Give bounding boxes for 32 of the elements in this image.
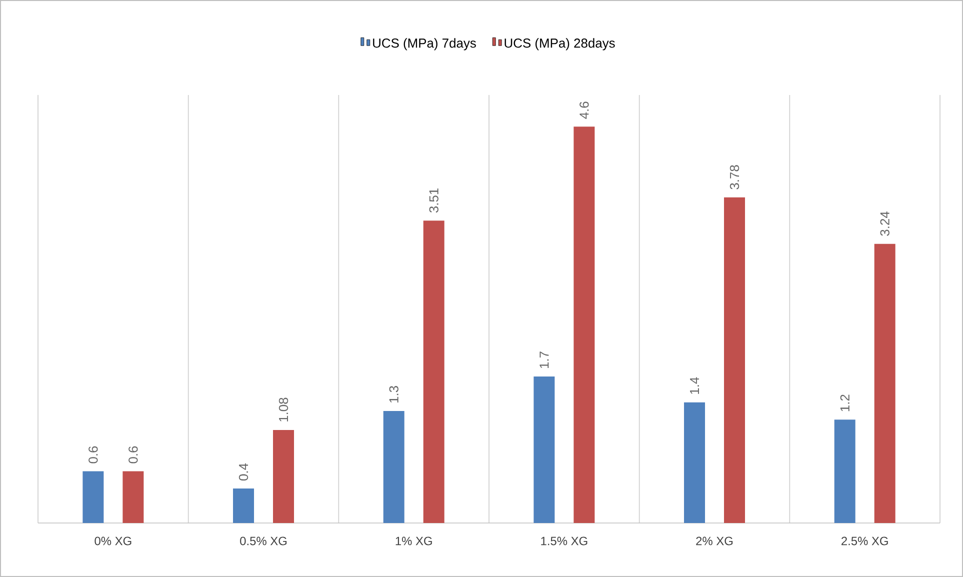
bar xyxy=(874,244,896,523)
data-label: 1.4 xyxy=(690,377,699,394)
data-label: 1.7 xyxy=(540,352,549,368)
bar xyxy=(534,376,555,523)
data-label: 4.6 xyxy=(580,102,589,119)
bar xyxy=(724,197,746,523)
data-label: 1.3 xyxy=(389,386,398,402)
data-label: 3.51 xyxy=(429,188,438,213)
x-tick-label: 2.5% XG xyxy=(842,536,888,546)
data-label: 1.2 xyxy=(840,394,850,412)
bar xyxy=(574,126,595,523)
data-label: 0.6 xyxy=(88,446,98,464)
data-label: 1.08 xyxy=(278,398,288,422)
bar xyxy=(834,420,856,523)
x-tick-label: 2% XG xyxy=(696,536,733,546)
bar xyxy=(684,402,706,523)
data-label: 3.24 xyxy=(880,212,890,236)
x-tick-label: 1% XG xyxy=(396,536,432,546)
legend-label: UCS (MPa) 7days xyxy=(373,38,476,50)
bar xyxy=(122,471,144,523)
bar xyxy=(273,430,294,523)
bar xyxy=(383,410,404,523)
data-label: 0.4 xyxy=(238,463,248,481)
x-tick-label: 0.5% XG xyxy=(240,536,287,546)
x-tick-label: 1.5% XG xyxy=(541,536,588,546)
x-tick-label: 0% XG xyxy=(94,536,132,546)
data-label: 3.78 xyxy=(730,165,740,190)
bar xyxy=(233,488,254,523)
legend-label: UCS (MPa) 28days xyxy=(504,38,615,50)
bar xyxy=(82,471,104,523)
data-label: 0.6 xyxy=(128,446,138,464)
bar xyxy=(423,220,444,523)
